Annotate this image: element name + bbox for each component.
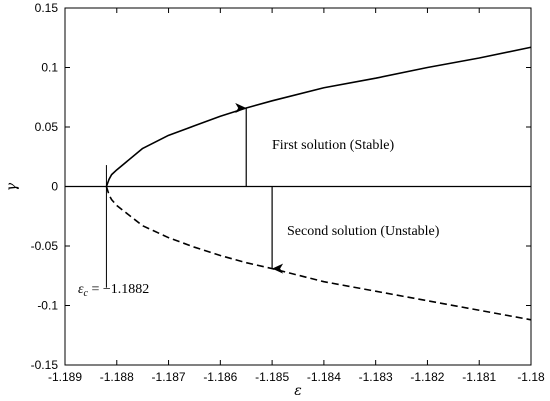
- y-axis-label: γ: [4, 182, 20, 191]
- y-tick-label: -0.1: [37, 299, 58, 313]
- x-tick-label: -1.184: [307, 370, 341, 384]
- x-tick-label: -1.181: [462, 370, 496, 384]
- x-tick-label: -1.188: [100, 370, 134, 384]
- critical-subscript: c: [84, 288, 89, 299]
- stable-series-line: [105, 46, 532, 187]
- plot-area: -1.189 -1.188 -1.187 -1.186 -1.185 -1.184 -1.1…: [31, 1, 545, 384]
- x-tick-label: -1.185: [255, 370, 289, 384]
- critical-equation: = −1.1882: [88, 282, 149, 297]
- critical-value-label: εc = −1.1882: [78, 282, 149, 299]
- unstable-series-line: [105, 186, 532, 321]
- x-tick-label: -1.183: [359, 370, 393, 384]
- y-tick-label: -0.05: [31, 239, 59, 253]
- x-axis-label: ε: [294, 383, 302, 399]
- x-tick-label: -1.186: [203, 370, 237, 384]
- x-tick-label: -1.187: [152, 370, 186, 384]
- y-tick-label: -0.15: [31, 358, 59, 372]
- y-tick-label: 0.1: [41, 61, 58, 75]
- y-tick-label: 0: [51, 180, 58, 194]
- y-tick-label: 0.05: [35, 120, 59, 134]
- y-tick-label: 0.15: [35, 1, 59, 15]
- unstable-solution-label: Second solution (Unstable): [287, 224, 440, 239]
- x-tick-label: -1.189: [48, 370, 82, 384]
- critical-symbol: ε: [78, 282, 84, 297]
- stable-solution-label: First solution (Stable): [272, 138, 394, 153]
- x-tick-label: -1.182: [410, 370, 444, 384]
- x-tick-label: -1.18: [517, 370, 545, 384]
